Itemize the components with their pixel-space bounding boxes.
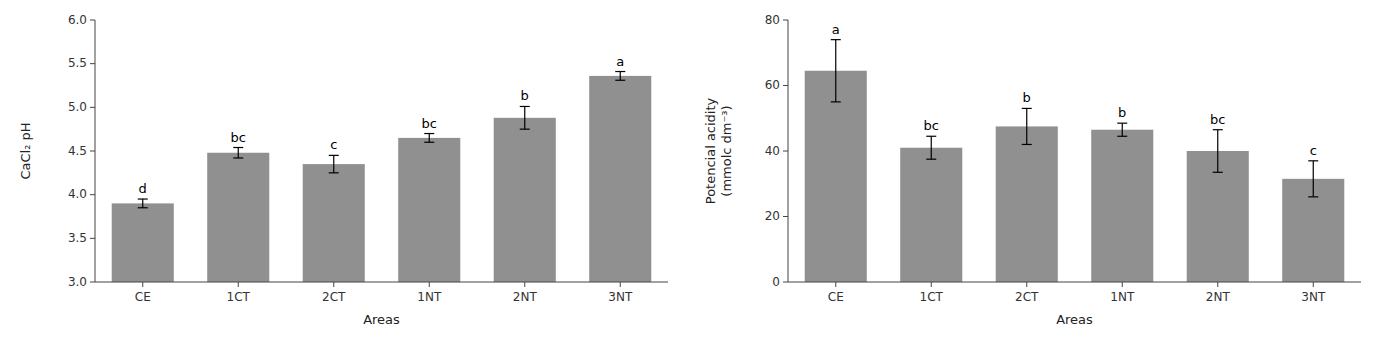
x-tick <box>1026 282 1027 287</box>
x-tick-label: 1NT <box>417 290 442 304</box>
marks <box>112 72 652 282</box>
x-tick-label: CE <box>828 290 844 304</box>
y-tick <box>783 282 788 283</box>
y-tick <box>90 151 95 152</box>
chart-svg: 3.03.54.04.55.05.56.0dbccbcbaCE1CT2CT1NT… <box>0 0 1386 342</box>
error-bar <box>615 72 625 81</box>
error-bar <box>329 155 339 172</box>
x-tick <box>142 282 143 287</box>
y-tick-label: 6.0 <box>68 13 87 27</box>
x-tick <box>429 282 430 287</box>
stat-label: c <box>1310 143 1317 158</box>
error-bar <box>926 136 936 159</box>
panel: 0 20 40 60 80 a bc b b bc c CE 1CT 2CT 1NT 2NT 3NT Areas P… <box>703 13 1361 328</box>
y-tick-label: 80 <box>765 13 780 27</box>
y-tick <box>783 85 788 86</box>
panel: 3.0 3.5 4.0 4.5 5.0 5.5 6.0 d bc c bc b a CE 1CT 2CT 1NT… <box>18 13 668 328</box>
x-tick-label: 3NT <box>1301 290 1326 304</box>
x-tick <box>931 282 932 287</box>
stat-label: bc <box>1210 112 1225 127</box>
bar <box>207 153 269 282</box>
x-tick <box>238 282 239 287</box>
error-bar <box>1213 130 1223 173</box>
stat-label: a <box>616 54 624 69</box>
marks <box>805 40 1345 282</box>
x-tick <box>333 282 334 287</box>
stat-label: bc <box>422 116 437 131</box>
x-axis-label: Areas <box>1056 312 1093 327</box>
error-bar <box>1117 123 1127 136</box>
x-tick <box>835 282 836 287</box>
error-bar <box>831 40 841 102</box>
stat-label: b <box>1023 90 1031 105</box>
y-tick <box>783 20 788 21</box>
bar <box>996 126 1058 282</box>
stat-label: bc <box>231 130 246 145</box>
bar <box>1091 130 1153 282</box>
y-tick <box>90 282 95 283</box>
x-tick <box>1217 282 1218 287</box>
error-bar <box>520 106 530 129</box>
y-tick-label: 5.0 <box>68 100 87 114</box>
y-tick-label: 20 <box>765 209 780 223</box>
y-axis <box>95 20 96 282</box>
y-axis-label: Potencial acidity(mmolc dm⁻³) <box>703 97 734 204</box>
x-axis <box>95 282 668 283</box>
stat-label: c <box>330 137 337 152</box>
y-tick <box>90 63 95 64</box>
y-tick <box>783 216 788 217</box>
stat-label: b <box>521 88 529 103</box>
y-tick-label: 0 <box>772 275 780 289</box>
x-tick-label: 2NT <box>513 290 538 304</box>
y-axis-label: CaCl₂ pH <box>18 122 33 179</box>
y-tick <box>90 107 95 108</box>
stat-label: bc <box>924 118 939 133</box>
y-tick <box>90 194 95 195</box>
bar <box>900 148 962 282</box>
stat-label: d <box>139 181 147 196</box>
x-tick-label: 1CT <box>227 290 251 304</box>
y-tick-label: 3.0 <box>68 275 87 289</box>
y-tick-label: 5.5 <box>68 56 87 70</box>
y-axis <box>788 20 789 282</box>
x-tick-label: 3NT <box>608 290 633 304</box>
y-tick-label: 4.5 <box>68 144 87 158</box>
y-tick-label: 3.5 <box>68 231 87 245</box>
x-tick <box>1122 282 1123 287</box>
stat-label: a <box>832 22 840 37</box>
y-tick-label: 4.0 <box>68 187 87 201</box>
bar <box>398 138 460 282</box>
x-tick <box>524 282 525 287</box>
y-axis-label-line: (mmolc dm⁻³) <box>719 105 734 196</box>
y-tick <box>783 151 788 152</box>
x-axis <box>788 282 1361 283</box>
bar <box>494 118 556 282</box>
x-tick-label: 2CT <box>1015 290 1039 304</box>
x-tick-label: 2CT <box>322 290 346 304</box>
error-bar <box>138 199 148 208</box>
x-tick-label: 1NT <box>1110 290 1135 304</box>
bar <box>112 203 174 282</box>
x-axis-label: Areas <box>363 312 400 327</box>
bar <box>589 76 651 282</box>
y-axis-label-line: CaCl₂ pH <box>18 122 33 179</box>
bar <box>303 164 365 282</box>
x-tick <box>620 282 621 287</box>
y-tick-label: 60 <box>765 78 780 92</box>
x-tick-label: CE <box>135 290 151 304</box>
y-axis-label-line: Potencial acidity <box>703 97 718 204</box>
y-tick <box>90 238 95 239</box>
bar <box>805 71 867 282</box>
stat-label: b <box>1118 105 1126 120</box>
error-bar <box>1308 161 1318 197</box>
y-tick-label: 40 <box>765 144 780 158</box>
error-bar <box>424 134 434 143</box>
error-bar <box>233 148 243 158</box>
y-tick <box>90 20 95 21</box>
x-tick <box>1313 282 1314 287</box>
x-tick-label: 1CT <box>920 290 944 304</box>
x-tick-label: 2NT <box>1206 290 1231 304</box>
error-bar <box>1022 108 1032 144</box>
